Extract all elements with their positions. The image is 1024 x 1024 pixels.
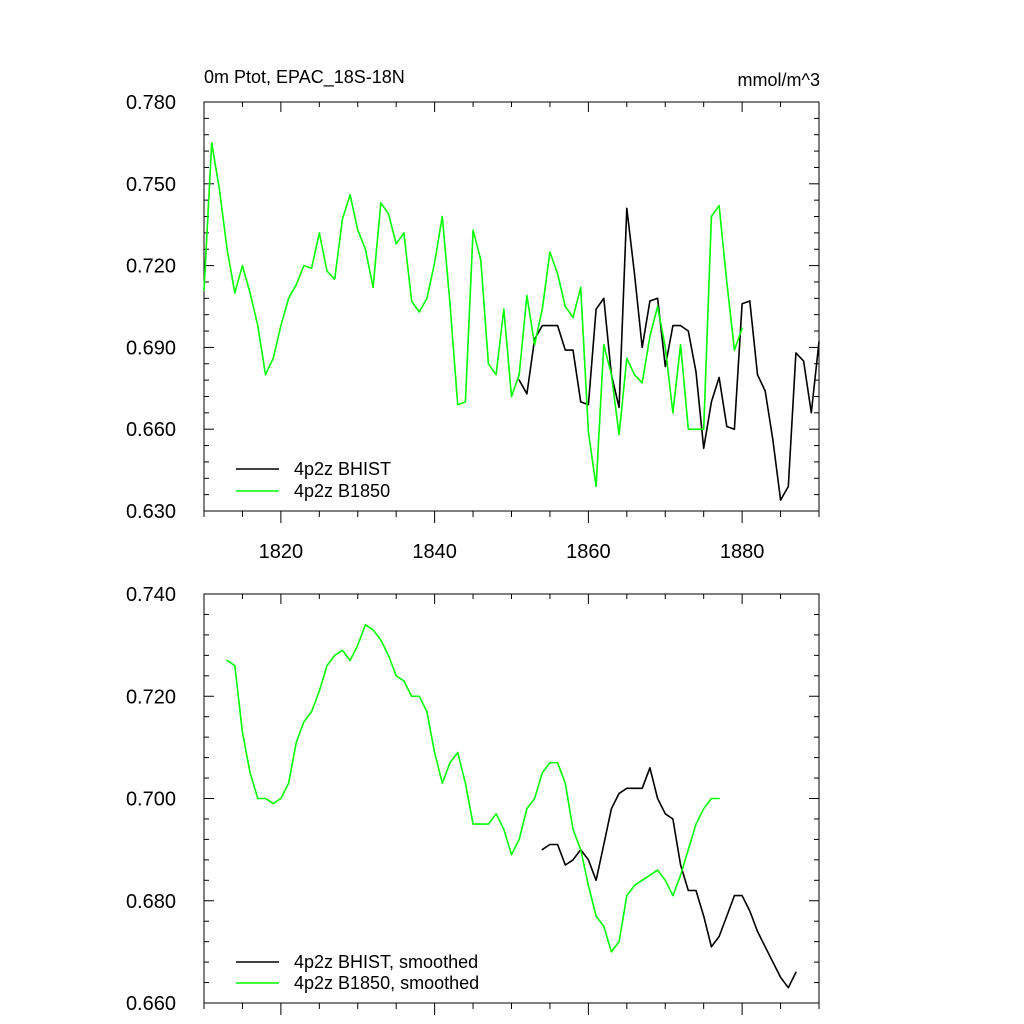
bottom-series-line-0 [541,766,797,989]
bottom-y-tick-label: 0.660 [126,993,176,1015]
top-chart-title: 0m Ptot, EPAC_18S-18N [204,67,405,88]
top-y-tick-label: 0.630 [126,501,176,523]
top-y-tick-label: 0.720 [126,256,176,278]
top-panel: 0m Ptot, EPAC_18S-18N mmol/m^3 0.630 0.66… [126,67,820,563]
top-legend-label-bhist: 4p2z BHIST [294,459,391,479]
bottom-series-lines [226,623,797,989]
bottom-axes: 0.660 0.680 0.700 0.720 0.740 [126,584,820,1015]
top-x-tick-label: 1820 [259,541,304,563]
top-series-lines [203,142,820,501]
top-x-tick-label: 1840 [412,541,457,563]
top-plot-frame [203,101,820,512]
bottom-legend-label-b1850: 4p2z B1850, smoothed [294,973,479,993]
top-chart-units: mmol/m^3 [738,70,820,90]
top-axes: 0.630 0.660 0.690 0.720 0.750 0.780 1820 1840 18… [126,92,820,563]
bottom-y-tick-label: 0.720 [126,686,176,708]
top-y-tick-label: 0.750 [126,174,176,196]
top-legend-label-b1850: 4p2z B1850 [294,481,390,501]
bottom-legend: 4p2z BHIST, smoothed 4p2z B1850, smoothe… [236,952,479,993]
bottom-panel: 0.660 0.680 0.700 0.720 0.740 4p2z BHIST, sm… [126,584,820,1015]
bottom-plot-frame [203,593,820,1004]
top-y-tick-label: 0.780 [126,92,176,114]
bottom-series-line-1 [226,623,720,953]
bottom-y-tick-label: 0.700 [126,789,176,811]
top-series-line-0 [518,207,820,501]
top-x-tick-label: 1860 [566,541,611,563]
bottom-y-tick-label: 0.680 [126,891,176,913]
top-legend: 4p2z BHIST 4p2z B1850 [236,459,391,501]
top-y-tick-label: 0.690 [126,337,176,359]
top-y-tick-label: 0.660 [126,419,176,441]
bottom-y-tick-label: 0.740 [126,584,176,606]
top-x-tick-label: 1880 [720,541,765,563]
bottom-legend-label-bhist: 4p2z BHIST, smoothed [294,952,478,972]
top-series-line-1 [203,142,743,488]
